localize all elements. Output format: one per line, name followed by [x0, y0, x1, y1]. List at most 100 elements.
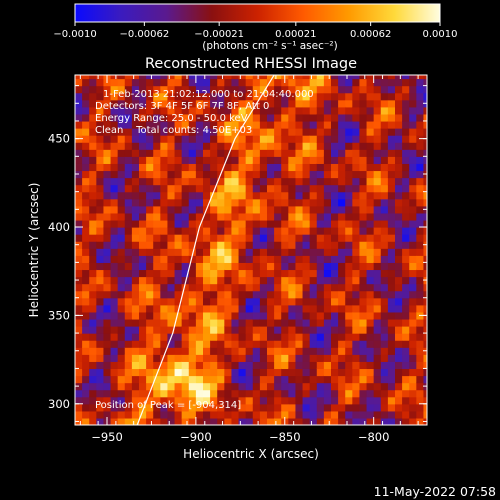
heatmap-cell [245, 78, 254, 87]
heatmap-cell [252, 241, 261, 249]
heatmap-cell [210, 184, 218, 193]
heatmap-cell [323, 241, 332, 249]
heatmap-cell [153, 248, 161, 256]
heatmap-cell [288, 149, 297, 157]
heatmap-cell [416, 142, 425, 150]
heatmap-cell [75, 304, 83, 313]
heatmap-cell [188, 212, 197, 221]
heatmap-cell [338, 318, 346, 327]
heatmap-cell [117, 113, 126, 122]
heatmap-cell [387, 318, 396, 327]
heatmap-cell [167, 375, 176, 384]
heatmap-cell [160, 375, 169, 384]
heatmap-cell [373, 113, 382, 122]
heatmap-cell [103, 283, 112, 292]
heatmap-cell [366, 375, 375, 384]
heatmap-cell [146, 304, 154, 313]
heatmap-cell [139, 227, 147, 235]
heatmap-cell [75, 234, 83, 242]
heatmap-cell [352, 205, 361, 214]
heatmap-cell [331, 326, 339, 334]
heatmap-cell [224, 297, 233, 306]
heatmap-cell [380, 326, 389, 334]
heatmap-cell [281, 333, 289, 341]
heatmap-cell [295, 297, 304, 306]
heatmap-cell [139, 340, 147, 348]
heatmap-cell [302, 113, 311, 122]
heatmap-cell [323, 262, 332, 271]
heatmap-cell [96, 177, 105, 186]
heatmap-cell [259, 156, 268, 164]
heatmap-cell [181, 78, 190, 87]
heatmap-cell [117, 389, 126, 398]
heatmap-cell [110, 403, 119, 412]
heatmap-cell [124, 340, 133, 348]
heatmap-cell [146, 156, 154, 164]
heatmap-cell [252, 234, 261, 242]
heatmap-cell [402, 283, 410, 292]
heatmap-cell [267, 354, 275, 362]
heatmap-cell [416, 191, 425, 200]
heatmap-cell [203, 269, 211, 278]
heatmap-cell [423, 340, 427, 348]
heatmap-cell [416, 389, 425, 398]
heatmap-cell [174, 120, 183, 129]
heatmap-cell [359, 318, 368, 327]
heatmap-cell [231, 410, 240, 419]
heatmap-cell [288, 382, 297, 391]
heatmap-cell [359, 99, 368, 108]
heatmap-cell [331, 75, 339, 80]
heatmap-cell [359, 106, 368, 115]
heatmap-cell [380, 283, 389, 292]
heatmap-cell [117, 99, 126, 108]
heatmap-cell [231, 255, 240, 263]
heatmap-cell [288, 283, 297, 292]
heatmap-cell [203, 311, 211, 320]
heatmap-cell [331, 99, 339, 108]
heatmap-cell [387, 85, 396, 94]
heatmap-cell [380, 403, 389, 412]
heatmap-cell [131, 163, 140, 172]
heatmap-cell [103, 410, 112, 419]
heatmap-cell [416, 410, 425, 419]
heatmap-cell [345, 248, 353, 256]
heatmap-cell [181, 262, 190, 271]
heatmap-cell [331, 248, 339, 256]
heatmap-cell [416, 85, 425, 94]
heatmap-cell [352, 219, 361, 228]
heatmap-cell [110, 92, 119, 101]
heatmap-cell [210, 276, 218, 285]
heatmap-cell [345, 149, 353, 157]
heatmap-cell [302, 163, 311, 172]
heatmap-cell [380, 318, 389, 327]
heatmap-cell [281, 149, 289, 157]
heatmap-cell [259, 205, 268, 214]
heatmap-cell [366, 396, 375, 405]
heatmap-cell [203, 318, 211, 327]
heatmap-cell [203, 128, 211, 136]
heatmap-cell [345, 75, 353, 80]
heatmap-cell [167, 219, 176, 228]
heatmap-cell [323, 382, 332, 391]
heatmap-cell [231, 333, 240, 341]
heatmap-cell [124, 262, 133, 271]
heatmap-cell [75, 156, 83, 164]
heatmap-cell [181, 191, 190, 200]
heatmap-cell [274, 78, 282, 87]
heatmap-cell [195, 75, 204, 80]
heatmap-cell [103, 347, 112, 355]
heatmap-cell [217, 120, 225, 129]
heatmap-cell [174, 241, 183, 249]
heatmap-cell [387, 276, 396, 285]
heatmap-cell [146, 311, 154, 320]
heatmap-cell [302, 135, 311, 143]
heatmap-cell [288, 347, 297, 355]
heatmap-cell [281, 262, 289, 271]
heatmap-cell [252, 78, 261, 87]
heatmap-cell [238, 410, 247, 419]
heatmap-cell [352, 290, 361, 299]
heatmap-cell [259, 326, 268, 334]
heatmap-cell [352, 333, 361, 341]
heatmap-cell [259, 403, 268, 412]
heatmap-cell [345, 283, 353, 292]
